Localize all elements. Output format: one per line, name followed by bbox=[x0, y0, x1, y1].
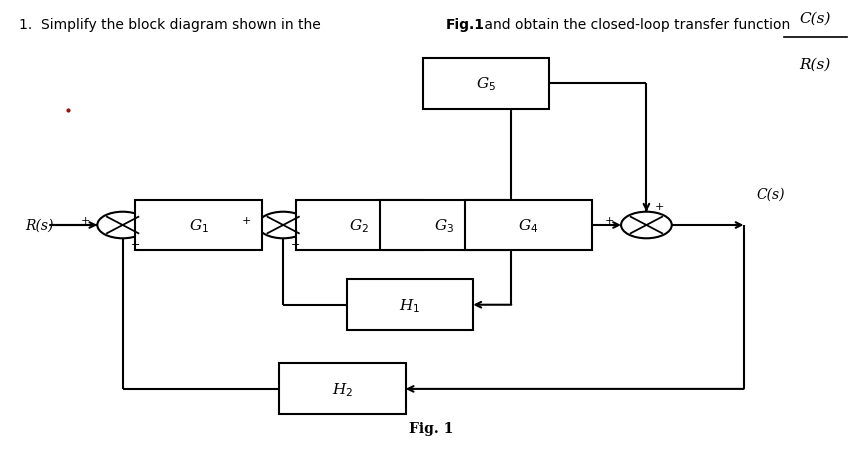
Bar bbox=[422, 59, 548, 110]
Text: and obtain the closed-loop transfer function: and obtain the closed-loop transfer func… bbox=[480, 18, 790, 32]
Text: +: + bbox=[241, 215, 251, 225]
Text: H$_2$: H$_2$ bbox=[331, 380, 352, 398]
Text: −: − bbox=[131, 240, 139, 250]
Text: R(s): R(s) bbox=[26, 219, 54, 232]
Text: Fig.1: Fig.1 bbox=[445, 18, 484, 32]
Circle shape bbox=[97, 212, 148, 239]
Text: C(s): C(s) bbox=[755, 188, 784, 202]
Text: G$_3$: G$_3$ bbox=[433, 216, 453, 235]
Bar bbox=[135, 200, 262, 251]
Text: G$_5$: G$_5$ bbox=[475, 75, 495, 93]
Text: C(s): C(s) bbox=[799, 11, 830, 25]
Bar bbox=[295, 200, 422, 251]
Bar bbox=[346, 280, 473, 331]
Text: G$_1$: G$_1$ bbox=[189, 216, 208, 235]
Text: +: + bbox=[81, 215, 90, 225]
Text: G$_4$: G$_4$ bbox=[517, 216, 538, 235]
Text: R(s): R(s) bbox=[799, 58, 830, 72]
Text: −: − bbox=[291, 240, 300, 250]
Text: +: + bbox=[653, 201, 663, 211]
Text: Fig. 1: Fig. 1 bbox=[408, 422, 453, 436]
Text: G$_2$: G$_2$ bbox=[349, 216, 369, 235]
Bar bbox=[380, 200, 506, 251]
Text: 1.  Simplify the block diagram shown in the: 1. Simplify the block diagram shown in t… bbox=[19, 18, 325, 32]
Text: H$_1$: H$_1$ bbox=[399, 296, 420, 314]
Circle shape bbox=[257, 212, 308, 239]
Circle shape bbox=[620, 212, 671, 239]
Text: +: + bbox=[604, 215, 613, 225]
Bar bbox=[279, 364, 406, 414]
Bar bbox=[464, 200, 591, 251]
